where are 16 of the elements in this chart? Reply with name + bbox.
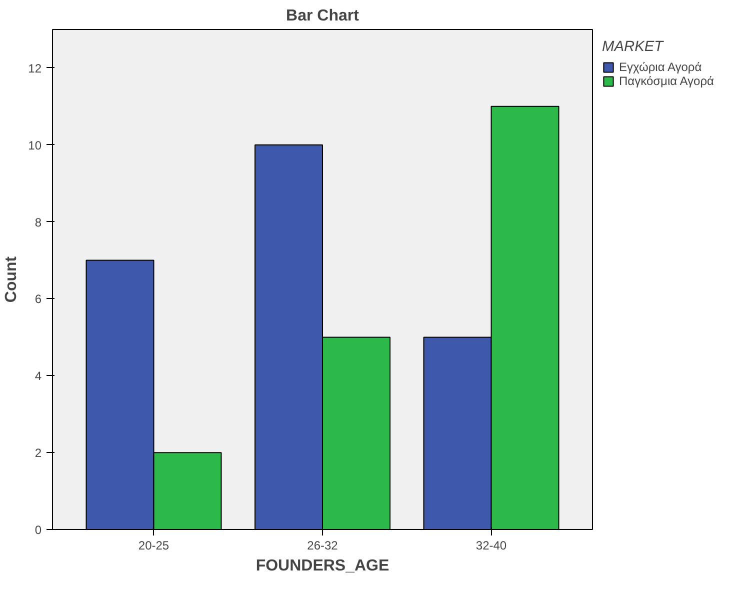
y-tick-label: 2 (34, 446, 42, 460)
y-tick-label: 8 (34, 215, 42, 230)
y-tick-label: 12 (28, 61, 42, 76)
legend-title: MARKET (602, 39, 665, 55)
x-tick-label: 26-32 (307, 538, 338, 552)
y-tick-label: 0 (34, 523, 42, 537)
y-tick-label: 4 (34, 369, 42, 384)
legend-label: Εγχώρια Αγορά (619, 60, 702, 74)
y-axis-title: Count (3, 256, 20, 303)
y-tick-label: 10 (28, 138, 42, 152)
legend-label: Παγκόσμια Αγορά (619, 74, 714, 88)
x-tick-label: 32-40 (476, 538, 507, 552)
chart-title: Bar Chart (286, 8, 360, 24)
y-tick-label: 6 (34, 292, 42, 306)
x-axis-title: FOUNDERS_AGE (256, 558, 390, 574)
x-tick-label: 20-25 (138, 538, 170, 552)
